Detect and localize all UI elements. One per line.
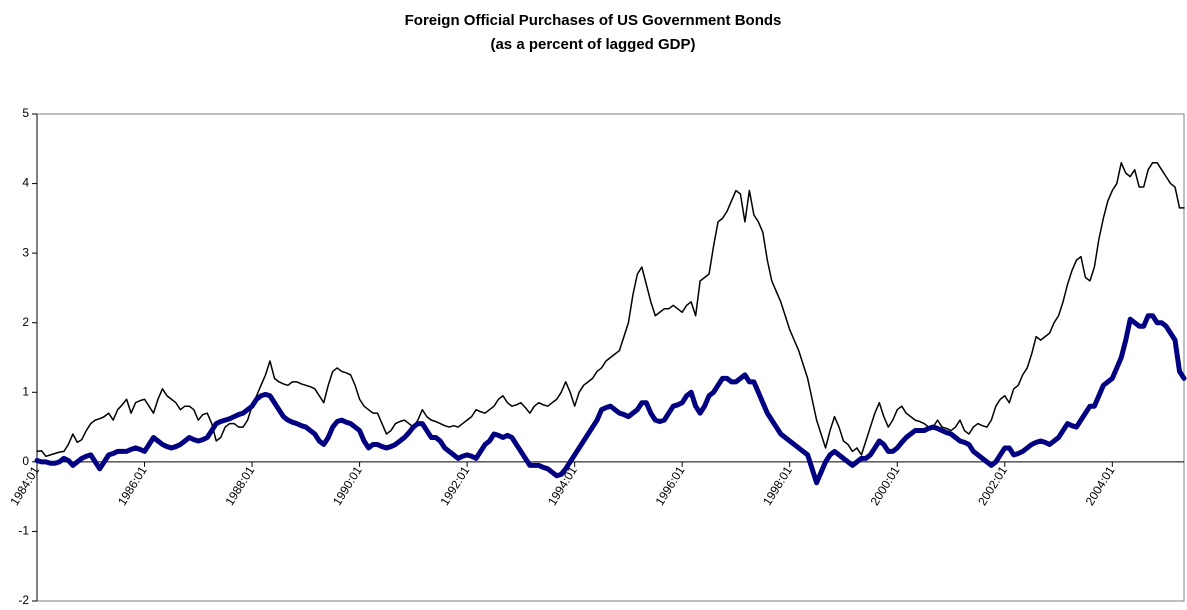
y-tick-label: 2: [22, 315, 29, 329]
chart-title: Foreign Official Purchases of US Governm…: [405, 12, 782, 29]
y-tick-label: -1: [18, 524, 29, 538]
y-tick-label: 0: [22, 454, 29, 468]
x-tick-label: 1996:01: [653, 463, 688, 507]
x-tick-label: 2002:01: [975, 463, 1010, 507]
y-tick-label: 4: [22, 176, 29, 190]
series-line: [36, 161, 1185, 458]
y-tick-label: 1: [22, 384, 29, 398]
x-tick-label: 1988:01: [222, 463, 257, 507]
y-tick-label: 5: [22, 106, 29, 120]
x-tick-label: 1992:01: [437, 463, 472, 507]
chart-subtitle: (as a percent of lagged GDP): [490, 36, 695, 53]
x-tick-label: 1986:01: [115, 463, 150, 507]
series-line: [34, 313, 1187, 486]
y-tick-label: 3: [22, 245, 29, 259]
x-tick-label: 1990:01: [330, 463, 365, 507]
x-tick-label: 1998:01: [760, 463, 795, 507]
y-tick-label: -2: [18, 593, 29, 607]
x-tick-label: 2004:01: [1083, 463, 1118, 507]
x-tick-label: 2000:01: [868, 463, 903, 507]
